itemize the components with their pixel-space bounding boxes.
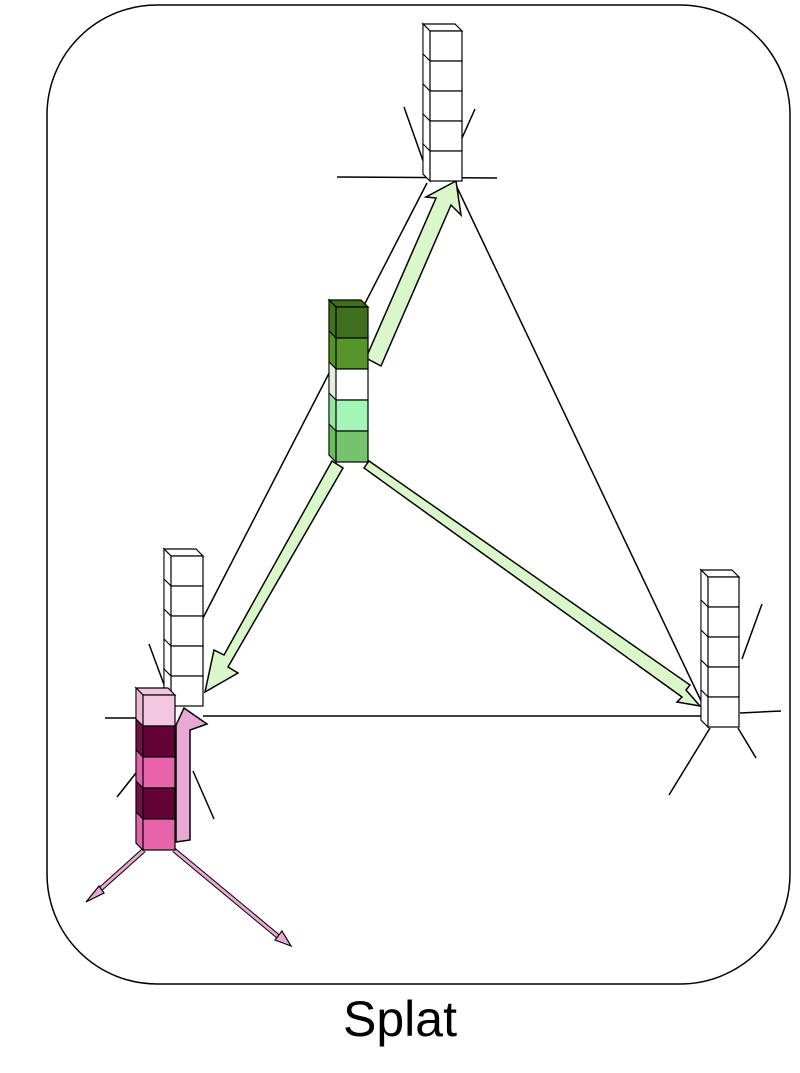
stack-cell <box>142 787 176 820</box>
stack-top <box>421 22 464 183</box>
stack-cell <box>707 576 740 608</box>
stack-cell <box>142 725 176 758</box>
stack-cell-side <box>135 810 144 852</box>
diagram-caption: Splat <box>343 991 457 1047</box>
stack-cell <box>429 90 463 122</box>
stack-cell <box>335 306 369 339</box>
stack-cell <box>170 645 204 677</box>
stack-cell <box>142 756 176 789</box>
stack-cell-side <box>328 422 337 464</box>
green-arrows <box>203 179 702 708</box>
edge-top-right <box>454 182 704 706</box>
stack-center <box>327 298 370 464</box>
stack-cell-side <box>700 688 709 729</box>
edge-left-top <box>202 182 428 619</box>
stack-right <box>699 568 741 729</box>
stack-cell <box>335 368 369 401</box>
stack-left <box>162 547 205 708</box>
pink-arrows <box>85 706 293 948</box>
pink-arrow-left-head <box>85 885 105 903</box>
pink-return-arrow <box>175 706 209 843</box>
stack-cell <box>170 615 204 647</box>
triangle-edges <box>202 182 704 717</box>
stack-cell <box>335 337 369 370</box>
stack-cell <box>142 818 176 851</box>
stack-cell <box>170 675 204 707</box>
stack-cell <box>335 430 369 463</box>
arrow-center-to-left <box>203 459 345 694</box>
arrow-center-to-top <box>365 179 463 368</box>
stack-cell-side <box>422 142 431 183</box>
stack-cell <box>170 585 204 617</box>
diagram-frame <box>46 4 791 985</box>
stack-cell <box>429 120 463 152</box>
stack-cell <box>707 696 740 728</box>
pink-arrow-right-head <box>274 929 293 948</box>
stack-cell <box>707 606 740 638</box>
stack-cell <box>429 150 463 182</box>
stack-cell <box>707 636 740 668</box>
arrow-center-to-right <box>362 459 702 708</box>
stack-cell <box>707 666 740 698</box>
stack-cell <box>429 60 463 92</box>
stack-cell <box>142 694 176 727</box>
stack-cell <box>429 30 463 62</box>
stack-cell <box>335 399 369 432</box>
stack-splat <box>134 686 177 852</box>
stack-cell <box>170 555 204 587</box>
